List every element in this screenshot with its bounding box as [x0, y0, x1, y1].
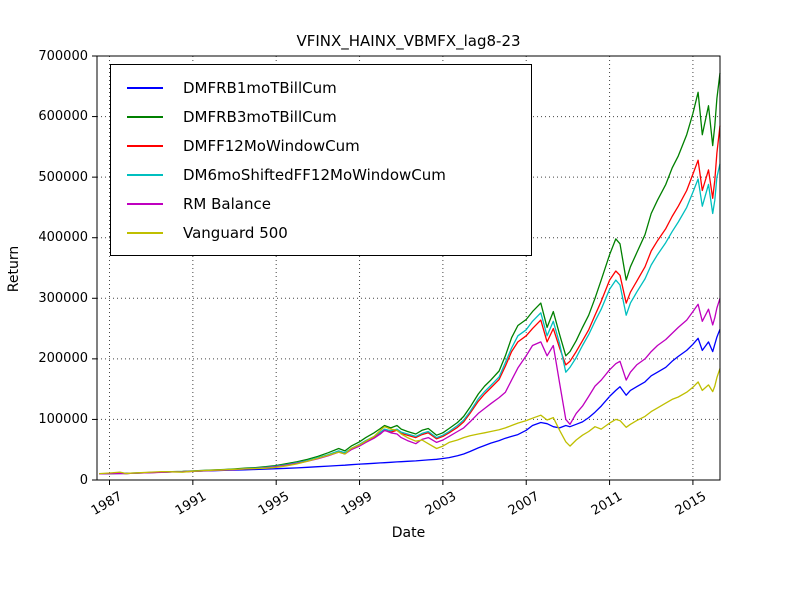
- x-axis-label: Date: [391, 525, 426, 541]
- legend-label: DMFRB3moTBillCum: [183, 107, 337, 126]
- y-tick-label: 300000: [38, 290, 88, 306]
- legend-row: DM6moShiftedFF12MoWindowCum: [121, 160, 521, 189]
- legend-row: Vanguard 500: [121, 218, 521, 247]
- legend-line-swatch: [127, 173, 163, 176]
- y-tick-label: 600000: [38, 109, 88, 125]
- legend-line-swatch: [127, 144, 163, 147]
- legend-row: DMFF12MoWindowCum: [121, 131, 521, 160]
- series-line-vanguard-500: [99, 368, 721, 475]
- y-tick-label: 500000: [38, 169, 88, 185]
- legend-label: Vanguard 500: [183, 223, 288, 242]
- y-tick-label: 0: [79, 472, 88, 488]
- y-tick-label: 100000: [38, 411, 88, 427]
- legend-line-swatch: [127, 202, 163, 205]
- series-line-dmfrb1motbillcum: [99, 328, 721, 475]
- series-line-rm-balance: [99, 298, 721, 475]
- y-tick-label: 200000: [38, 351, 88, 367]
- legend-line-swatch: [127, 231, 163, 234]
- y-tick-label: 400000: [38, 230, 88, 246]
- legend-line-swatch: [127, 115, 163, 118]
- legend-label: DMFRB1moTBillCum: [183, 78, 337, 97]
- chart-title: VFINX_HAINX_VBMFX_lag8-23: [296, 32, 521, 50]
- legend-row: DMFRB3moTBillCum: [121, 102, 521, 131]
- y-tick-label: 700000: [38, 48, 88, 64]
- legend-label: RM Balance: [183, 194, 271, 213]
- legend-label: DM6moShiftedFF12MoWindowCum: [183, 165, 446, 184]
- legend-label: DMFF12MoWindowCum: [183, 136, 360, 155]
- legend-row: DMFRB1moTBillCum: [121, 73, 521, 102]
- legend: DMFRB1moTBillCum DMFRB3moTBillCum DMFF12Mo…: [110, 64, 532, 256]
- legend-line-swatch: [127, 86, 163, 89]
- axes-spines: [96, 55, 721, 481]
- y-axis-label: Return: [6, 245, 22, 293]
- legend-row: RM Balance: [121, 189, 521, 218]
